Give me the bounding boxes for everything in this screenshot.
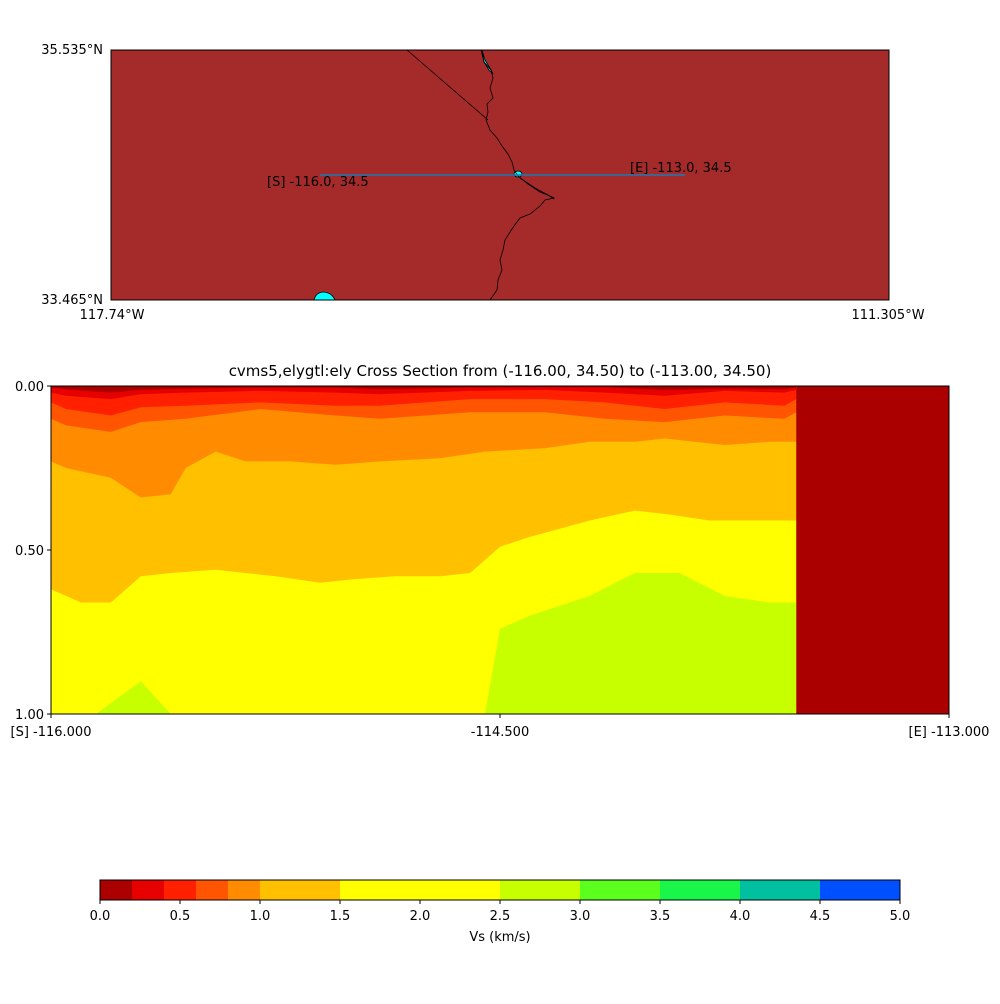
colorbar-tick-label: 3.0	[570, 909, 591, 924]
colorbar-bin	[340, 880, 500, 900]
colorbar-tick-label: 5.0	[890, 909, 911, 924]
colorbar-tick-label: 2.5	[490, 909, 511, 924]
map-boundary-line	[480, 49, 556, 301]
colorbar-bin	[820, 880, 900, 900]
colorbar-tick-label: 1.0	[250, 909, 271, 924]
lon-label-right: 111.305°W	[851, 308, 924, 323]
map-boundary-line	[519, 177, 555, 200]
colorbar-bin	[132, 880, 164, 900]
colorbar-tick-label: 4.5	[810, 909, 831, 924]
end-point-label: [E] -113.0, 34.5	[630, 161, 732, 176]
lon-label-left: 117.74°W	[80, 308, 145, 323]
colorbar-bin	[164, 880, 196, 900]
no-data-region	[796, 386, 949, 714]
colorbar-bin	[500, 880, 580, 900]
colorbar-tick-label: 3.5	[650, 909, 671, 924]
colorbar: 0.0 0.5 1.0 1.5 2.0 2.5 3.0 3.5 4.0 4.5 5.0 Vs (km…	[90, 879, 911, 945]
velocity-layer-2.5-3.0	[51, 573, 797, 714]
colorbar-bin	[660, 880, 740, 900]
colorbar-bin	[100, 880, 132, 900]
cross-section-title: cvms5,elygtl:ely Cross Section from (-11…	[229, 362, 772, 380]
x-tick-label: [S] -116.000	[11, 725, 92, 740]
colorbar-tick-label: 0.0	[90, 909, 111, 924]
cross-section-panel: cvms5,elygtl:ely Cross Section from (-11…	[11, 362, 990, 740]
colorbar-bin	[740, 880, 820, 900]
map-water-body	[313, 291, 336, 301]
colorbar-tick-label: 4.0	[730, 909, 751, 924]
map-panel: [S] -116.0, 34.5 [E] -113.0, 34.5 35.535…	[41, 43, 924, 323]
colorbar-bin	[580, 880, 660, 900]
start-point-label: [S] -116.0, 34.5	[267, 175, 369, 190]
x-axis: [S] -116.000 -114.500 [E] -113.000	[11, 714, 990, 740]
y-axis: 0.00 0.50 1.00	[15, 380, 51, 723]
colorbar-bin	[228, 880, 260, 900]
cross-section-layers	[51, 386, 797, 714]
lat-label-top: 35.535°N	[41, 43, 103, 58]
y-tick-label: 0.00	[15, 380, 44, 395]
y-tick-label: 1.00	[15, 708, 44, 723]
colorbar-bins	[100, 880, 900, 900]
colorbar-tick-label: 1.5	[330, 909, 351, 924]
colorbar-tick-label: 0.5	[170, 909, 191, 924]
y-tick-label: 0.50	[15, 544, 44, 559]
map-frame	[110, 49, 890, 301]
map-boundary-line	[406, 49, 489, 121]
colorbar-label: Vs (km/s)	[469, 930, 530, 945]
colorbar-tick-label: 2.0	[410, 909, 431, 924]
colorbar-bin	[260, 880, 340, 900]
colorbar-bin	[196, 880, 228, 900]
x-tick-label: [E] -113.000	[909, 725, 990, 740]
colorbar-ticks: 0.0 0.5 1.0 1.5 2.0 2.5 3.0 3.5 4.0 4.5 5.0	[90, 900, 911, 924]
lat-label-bottom: 33.465°N	[41, 293, 103, 308]
x-tick-label: -114.500	[471, 725, 529, 740]
